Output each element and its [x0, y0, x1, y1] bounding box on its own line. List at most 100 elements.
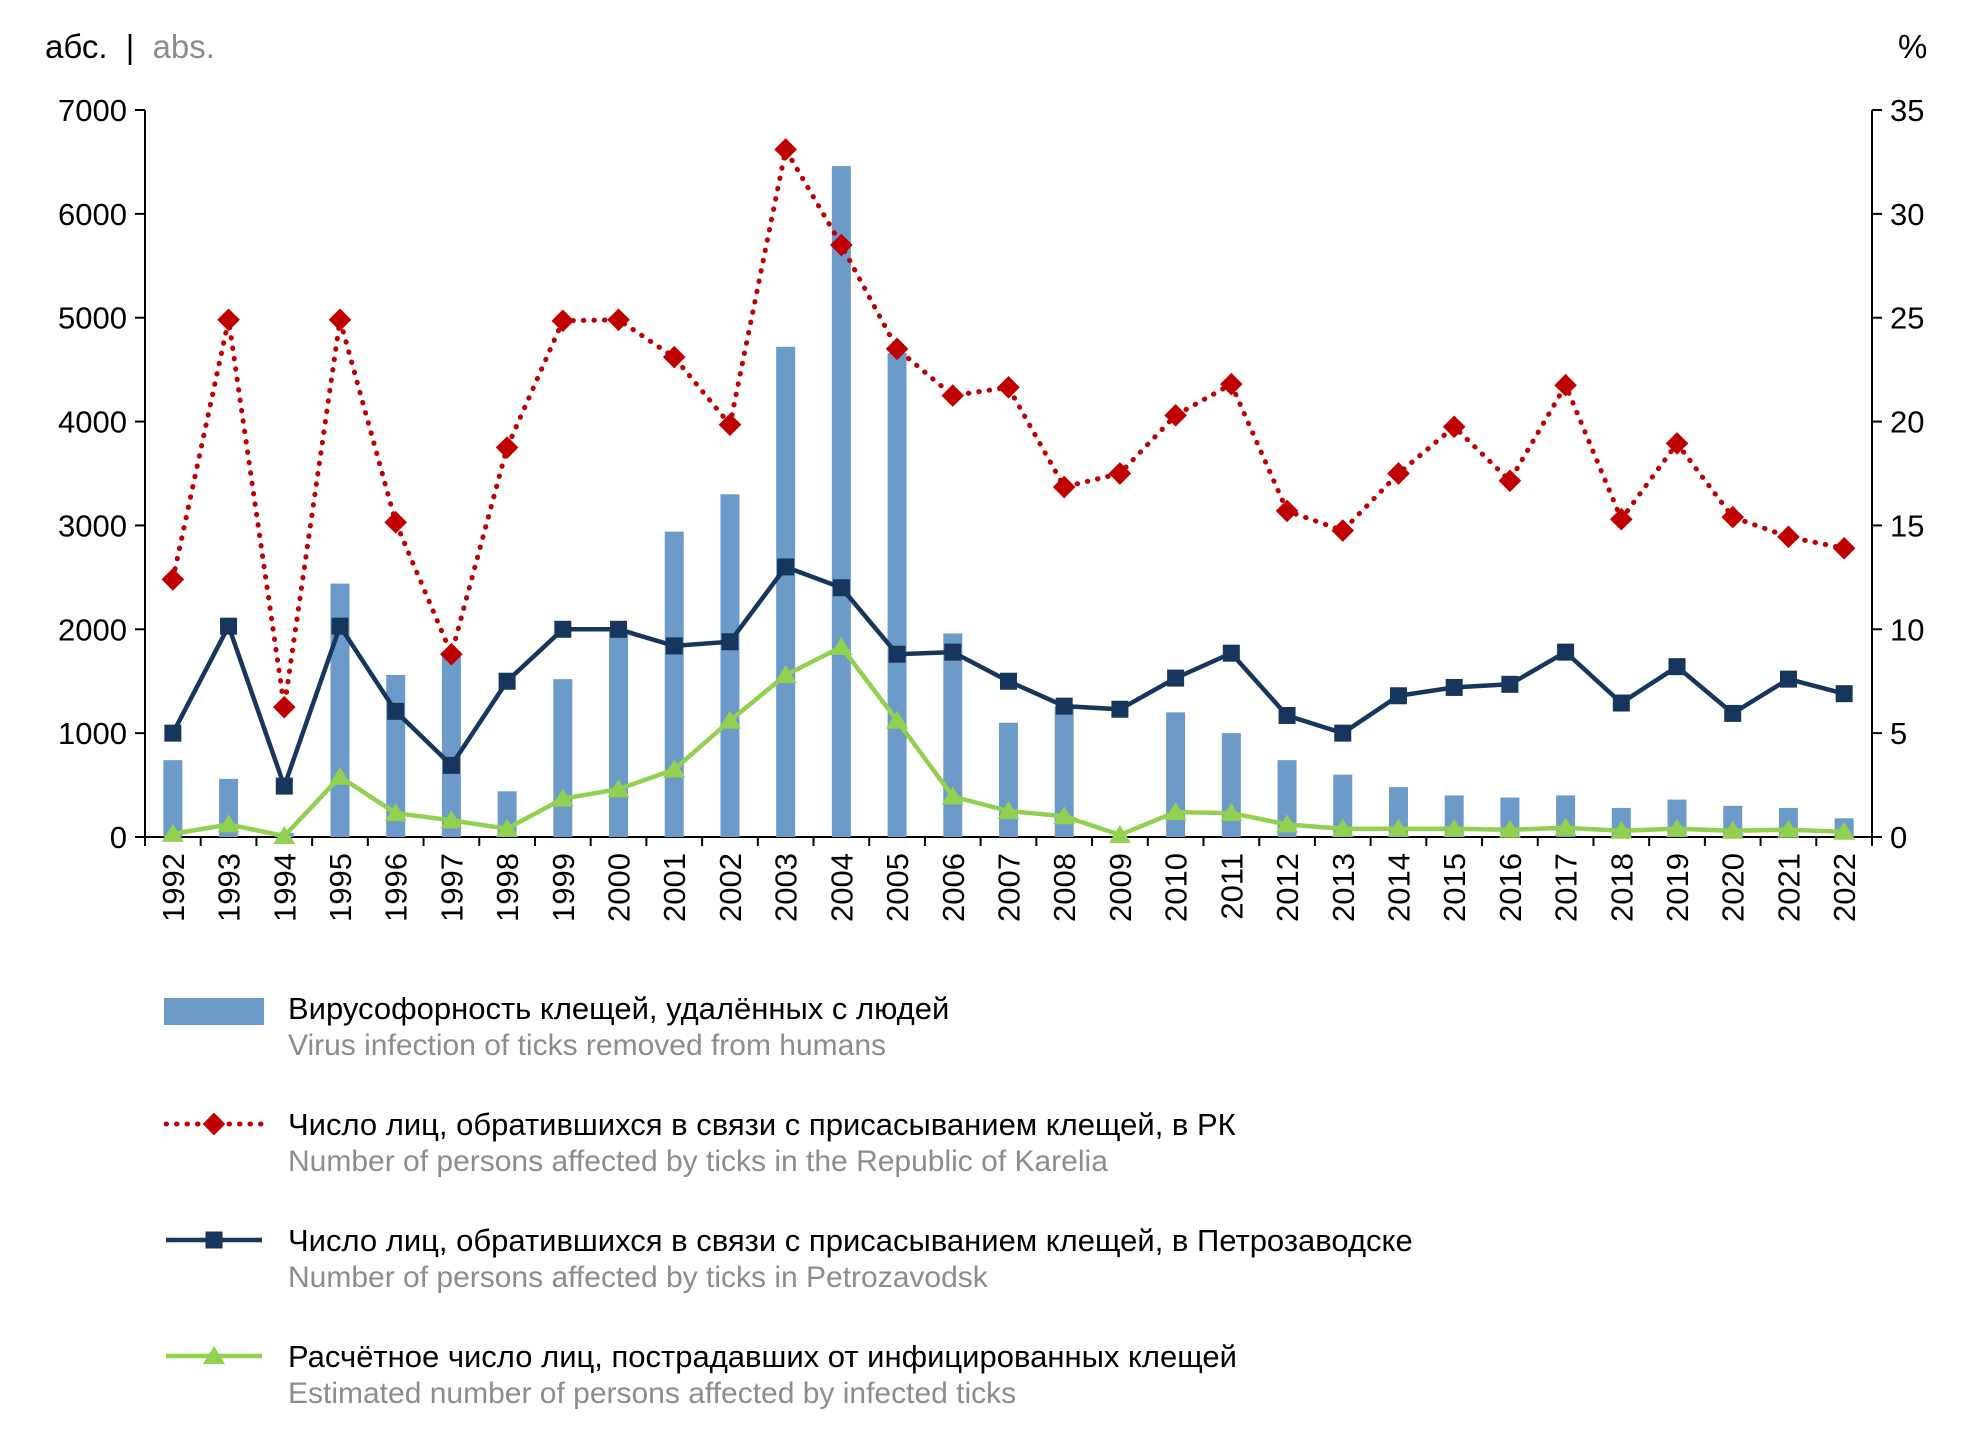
- bar: [330, 583, 350, 837]
- diamond-marker: [885, 337, 909, 361]
- right-axis-tick-label: 35: [1890, 93, 1924, 128]
- legend-estimated-label-en: Estimated number of persons affected by …: [288, 1377, 1017, 1410]
- square-marker: [610, 620, 628, 638]
- right-axis-unit-label: %: [1898, 28, 1927, 65]
- diamond-marker: [1832, 536, 1856, 560]
- bar: [943, 633, 963, 837]
- bar: [776, 346, 796, 837]
- square-marker: [1111, 700, 1129, 718]
- bar: [609, 631, 629, 837]
- triangle-marker: [1498, 819, 1521, 838]
- diamond-marker: [1721, 505, 1745, 529]
- year-label: 1998: [490, 853, 525, 922]
- right-axis-tick-label: 25: [1890, 301, 1924, 336]
- diamond-marker: [1777, 525, 1800, 549]
- diamond-marker: [272, 695, 296, 719]
- diamond-marker: [941, 384, 965, 407]
- bar: [887, 353, 907, 837]
- left-axis-unit-ru: абс.: [45, 28, 108, 65]
- year-label: 2012: [1270, 853, 1305, 922]
- triangle-marker: [384, 803, 407, 822]
- square-marker: [1724, 704, 1742, 722]
- triangle-marker: [440, 810, 463, 829]
- square-marker: [1000, 672, 1017, 690]
- year-label: 2022: [1827, 853, 1862, 922]
- square-marker: [1389, 687, 1407, 705]
- diamond-marker: [1052, 475, 1076, 499]
- bar: [664, 531, 684, 837]
- year-label: 1999: [546, 853, 581, 922]
- triangle-marker: [941, 786, 964, 805]
- square-marker: [442, 756, 460, 774]
- legend-rk-label-ru: Число лиц, обратившихся в связи с присас…: [288, 1107, 1236, 1142]
- diamond-marker: [1220, 372, 1243, 396]
- legend-ptz-label-en: Number of persons affected by ticks in P…: [288, 1261, 988, 1294]
- bar: [831, 166, 851, 837]
- year-label: 2009: [1103, 853, 1138, 922]
- bar: [1500, 797, 1520, 837]
- bar: [1388, 787, 1408, 837]
- year-label: 2004: [824, 853, 859, 922]
- triangle-marker: [1053, 806, 1076, 825]
- legend-rk-label-en: Number of persons affected by ticks in t…: [288, 1145, 1108, 1178]
- triangle-marker: [1443, 818, 1466, 837]
- bar: [1333, 774, 1353, 837]
- legend-item-rk-line: Число лиц, обратившихся в связи с присас…: [163, 1106, 1979, 1180]
- left-axis-unit-en: abs.: [152, 28, 214, 65]
- triangle-marker: [1108, 824, 1131, 843]
- square-marker: [1334, 724, 1352, 742]
- year-label: 2003: [769, 853, 804, 922]
- diamond-marker: [440, 642, 463, 666]
- year-label: 2020: [1716, 853, 1751, 922]
- diamond-marker: [662, 345, 686, 369]
- triangle-marker: [1276, 814, 1299, 833]
- triangle-marker: [1554, 817, 1577, 836]
- year-label: 2005: [880, 853, 915, 922]
- diamond-marker: [718, 413, 742, 437]
- triangle-marker: [718, 710, 741, 729]
- square-marker: [1055, 697, 1073, 715]
- legend-item-estimated-line: Расчётное число лиц, пострадавших от инф…: [164, 1338, 1979, 1412]
- bar: [1166, 712, 1186, 837]
- chart-canvas: абс. | abs. % 0 1000 2000 3000 4000 5000 6000 7…: [45, 28, 1927, 922]
- square-marker: [888, 645, 906, 663]
- diamond-marker: [1554, 373, 1577, 397]
- square-marker: [1278, 706, 1296, 724]
- solid-line-triangle-icon: [166, 1346, 262, 1364]
- year-label: 2008: [1047, 853, 1082, 922]
- year-label: 1992: [156, 853, 191, 922]
- triangle-marker: [1220, 803, 1243, 822]
- square-marker: [1668, 658, 1686, 676]
- triangle-marker: [1164, 802, 1187, 821]
- year-label: 2019: [1660, 853, 1695, 922]
- legend-bars-label-en: Virus infection of ticks removed from hu…: [288, 1029, 887, 1062]
- bar: [999, 722, 1018, 837]
- diamond-marker: [1442, 415, 1466, 439]
- bar: [163, 760, 183, 837]
- triangle-marker: [551, 788, 574, 807]
- year-label: 1995: [323, 853, 358, 922]
- square-marker: [721, 633, 739, 651]
- square-marker: [220, 617, 238, 635]
- left-axis-tick-label: 5000: [58, 301, 127, 336]
- left-axis-tick-label: 2000: [58, 612, 127, 647]
- diamond-marker: [774, 138, 797, 161]
- left-axis-tick-label: 0: [110, 820, 127, 855]
- square-marker: [1167, 669, 1185, 687]
- year-label: 2002: [713, 853, 748, 922]
- year-label: 1994: [267, 853, 302, 922]
- triangle-marker: [997, 801, 1020, 820]
- triangle-marker: [830, 636, 853, 655]
- triangle-marker: [774, 664, 797, 683]
- diamond-marker: [1331, 519, 1355, 542]
- left-axis-tick-label: 3000: [58, 508, 127, 543]
- legend-estimated-label-ru: Расчётное число лиц, пострадавших от инф…: [288, 1339, 1237, 1374]
- legend-item-ptz-line: Число лиц, обратившихся в связи с присас…: [164, 1222, 1979, 1296]
- right-axis-tick-label: 30: [1890, 197, 1924, 232]
- triangle-marker: [1387, 818, 1410, 837]
- year-label: 2018: [1604, 853, 1639, 922]
- bar: [720, 494, 740, 837]
- ptz-line-symbol: [164, 1222, 288, 1260]
- square-marker: [1557, 643, 1575, 661]
